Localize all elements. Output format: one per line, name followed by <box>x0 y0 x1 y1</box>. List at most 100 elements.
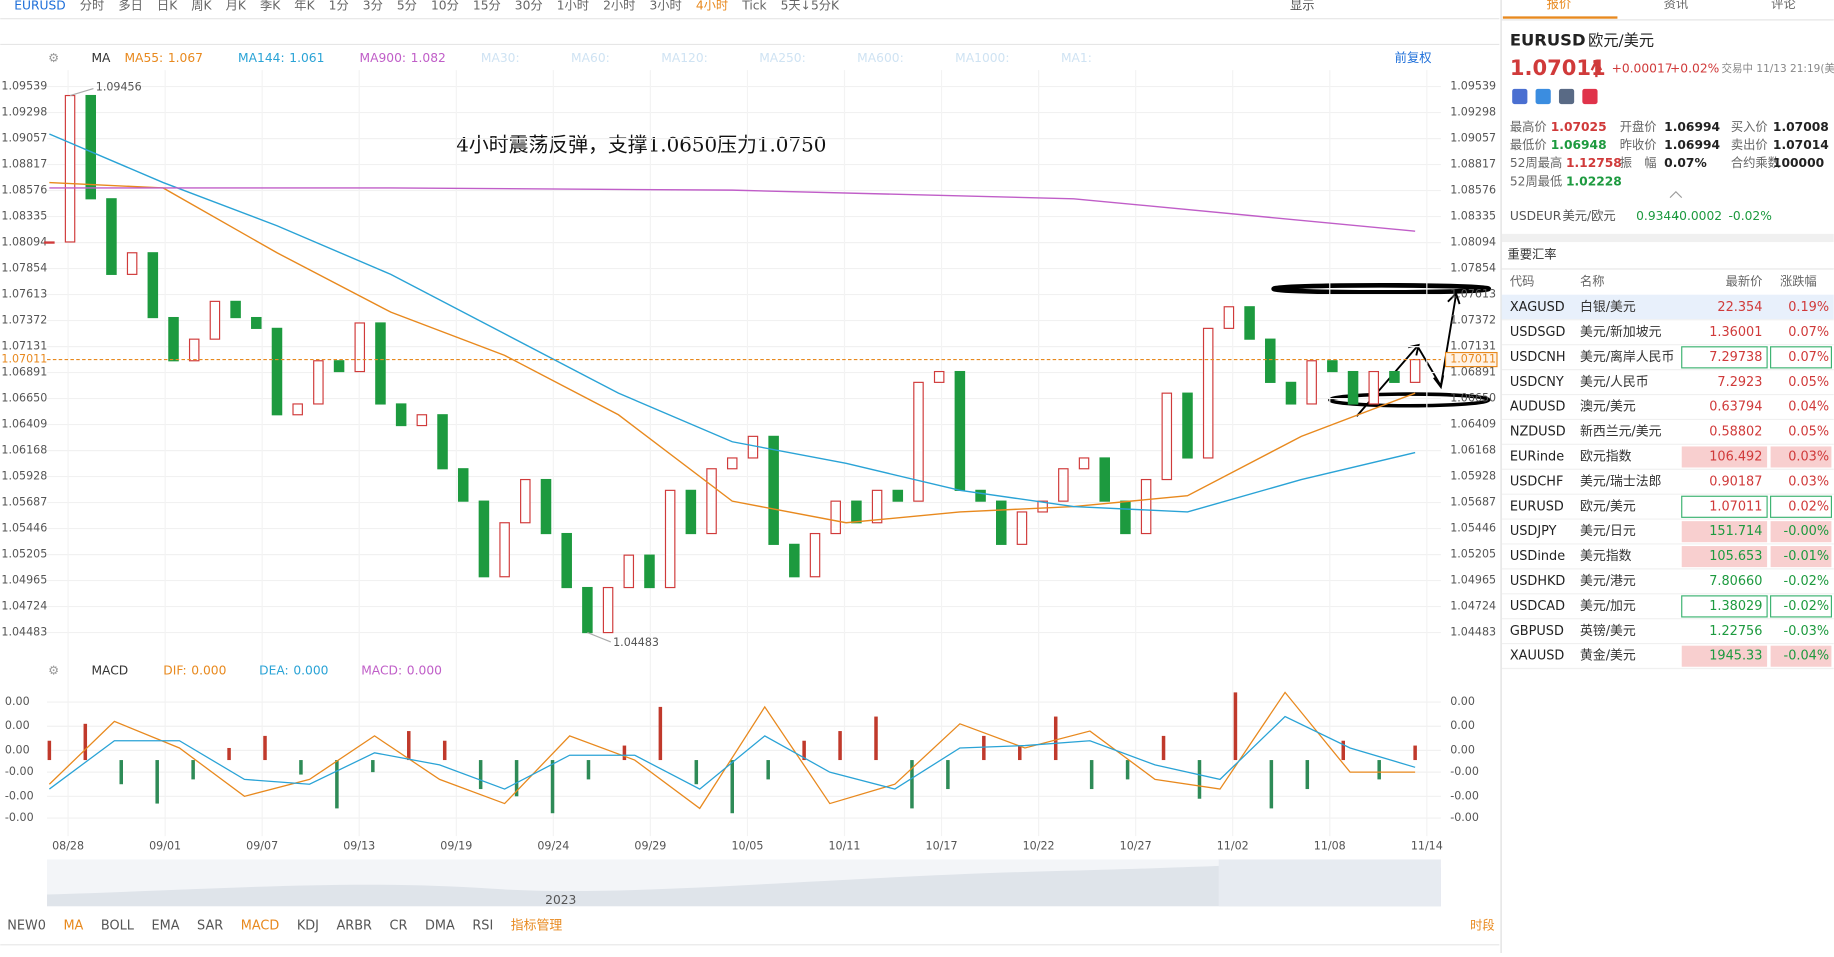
icon[interactable] <box>1558 88 1575 105</box>
row-change[interactable]: 0.03% <box>1788 449 1829 464</box>
period-tab[interactable]: 3分 <box>363 0 383 12</box>
row-change[interactable]: -0.00% <box>1784 524 1830 539</box>
row-code[interactable]: USDSGD <box>1510 325 1566 340</box>
period-tab[interactable]: 分时 <box>80 0 105 12</box>
indicator-name[interactable]: MACD <box>91 664 128 678</box>
row-price[interactable]: 106.492 <box>1709 449 1762 464</box>
row-change[interactable]: -0.03% <box>1784 624 1830 639</box>
row-price[interactable]: 1.36001 <box>1709 325 1762 340</box>
row-code[interactable]: XAGUSD <box>1510 300 1565 315</box>
row-code[interactable]: USDJPY <box>1510 524 1557 539</box>
indicator-tab[interactable]: RSI <box>472 919 493 934</box>
row-code[interactable]: USDCHF <box>1510 474 1564 489</box>
indicator-tab[interactable]: NEW0 <box>7 919 46 934</box>
row-price[interactable]: 105.653 <box>1709 549 1762 564</box>
row-price[interactable]: 0.63794 <box>1709 400 1762 415</box>
period-tab[interactable]: 5分 <box>397 0 417 12</box>
period-button[interactable]: 时段 <box>1470 918 1495 933</box>
row-price[interactable]: 1945.33 <box>1709 649 1762 664</box>
row-name[interactable]: 新西兰元/美元 <box>1580 424 1662 440</box>
row-change[interactable]: 0.04% <box>1788 400 1829 415</box>
row-code[interactable]: EURinde <box>1510 449 1564 464</box>
adjust-button[interactable]: 前复权 <box>1395 50 1432 65</box>
row-change[interactable]: 0.05% <box>1788 375 1829 390</box>
period-tab[interactable]: 30分 <box>515 0 543 12</box>
row-code[interactable]: USDCAD <box>1510 599 1565 614</box>
indicator-tab[interactable]: KDJ <box>297 919 319 934</box>
icon[interactable] <box>1535 88 1551 105</box>
row-name[interactable]: 美元/离岸人民币 <box>1580 349 1674 365</box>
row-name[interactable]: 欧元/美元 <box>1580 499 1636 514</box>
period-tab[interactable]: 多日 <box>118 0 143 12</box>
period-tab[interactable]: 3小时 <box>649 0 681 12</box>
row-code[interactable]: USDCNH <box>1510 350 1566 365</box>
period-tab[interactable]: 周K <box>191 0 212 12</box>
icon[interactable] <box>1512 88 1528 105</box>
panel-tab[interactable]: 资讯 <box>1664 0 1689 11</box>
row-code[interactable]: GBPUSD <box>1510 624 1564 639</box>
indicator-tab[interactable]: BOLL <box>101 919 135 934</box>
row-price[interactable]: 1.07011 <box>1709 499 1762 514</box>
period-tab[interactable]: 日K <box>157 0 178 12</box>
row-change[interactable]: -0.02% <box>1784 599 1830 614</box>
row-code[interactable]: NZDUSD <box>1510 425 1566 440</box>
row-name[interactable]: 美元/加元 <box>1580 599 1636 614</box>
period-tab[interactable]: 季K <box>260 0 281 12</box>
display-button[interactable]: 显示 <box>1290 0 1315 12</box>
navigator-window[interactable] <box>1218 859 1441 907</box>
indicator-tab[interactable]: 指标管理 <box>511 919 563 934</box>
row-price[interactable]: 0.58802 <box>1709 425 1762 440</box>
row-change[interactable]: 0.19% <box>1788 300 1829 315</box>
row-code[interactable]: USDinde <box>1510 549 1565 564</box>
row-name[interactable]: 美元/瑞士法郎 <box>1580 474 1662 489</box>
indicator-tab[interactable]: CR <box>390 919 408 934</box>
row-price[interactable]: 151.714 <box>1709 524 1762 539</box>
row-code[interactable]: XAUUSD <box>1510 649 1565 664</box>
row-name[interactable]: 英镑/美元 <box>1580 623 1636 639</box>
row-name[interactable]: 美元指数 <box>1580 549 1632 564</box>
period-tab[interactable]: EURUSD <box>14 0 65 12</box>
period-tab[interactable]: 1分 <box>329 0 349 12</box>
indicator-tab[interactable]: ARBR <box>337 919 373 934</box>
row-change[interactable]: -0.02% <box>1784 574 1830 589</box>
row-price[interactable]: 1.38029 <box>1709 599 1762 614</box>
row-change[interactable]: 0.07% <box>1788 350 1829 365</box>
row-name[interactable]: 黄金/美元 <box>1580 648 1636 664</box>
indicator-name[interactable]: MA <box>91 51 111 65</box>
indicator-tab[interactable]: MA <box>63 919 83 934</box>
row-name[interactable]: 美元/日元 <box>1580 524 1636 539</box>
row-name[interactable]: 美元/人民币 <box>1580 375 1649 390</box>
row-price[interactable]: 7.29738 <box>1709 350 1762 365</box>
icon[interactable] <box>1582 88 1598 105</box>
period-tab[interactable]: 1小时 <box>557 0 589 12</box>
row-change[interactable]: -0.04% <box>1784 649 1830 664</box>
period-tab[interactable]: 2小时 <box>603 0 635 12</box>
period-tab[interactable]: 15分 <box>473 0 501 12</box>
row-name[interactable]: 白银/美元 <box>1580 299 1636 315</box>
row-name[interactable]: 美元/港元 <box>1580 574 1636 589</box>
period-tab[interactable]: 5天↓5分K <box>781 0 840 12</box>
indicator-tab[interactable]: MACD <box>241 919 280 934</box>
row-change[interactable]: 0.07% <box>1788 325 1829 340</box>
row-change[interactable]: 0.03% <box>1788 474 1829 489</box>
row-change[interactable]: 0.05% <box>1788 425 1829 440</box>
period-tab[interactable]: 年K <box>294 0 315 12</box>
period-tab[interactable]: 4小时 <box>696 0 728 12</box>
indicator-tab[interactable]: SAR <box>197 919 223 934</box>
row-price[interactable]: 7.2923 <box>1717 375 1762 390</box>
row-price[interactable]: 7.80660 <box>1709 574 1762 589</box>
panel-tab[interactable]: 评论 <box>1771 0 1796 11</box>
row-price[interactable]: 1.22756 <box>1709 624 1762 639</box>
row-code[interactable]: EURUSD <box>1510 499 1564 514</box>
panel-tab[interactable]: 报价 <box>1547 0 1572 11</box>
row-price[interactable]: 0.90187 <box>1709 474 1762 489</box>
collapse-icon[interactable] <box>1669 190 1683 199</box>
period-tab[interactable]: 月K <box>226 0 247 12</box>
row-change[interactable]: 0.02% <box>1788 499 1829 514</box>
period-tab[interactable]: Tick <box>741 0 767 12</box>
row-code[interactable]: USDHKD <box>1510 574 1566 589</box>
row-name[interactable]: 欧元指数 <box>1580 449 1632 464</box>
row-code[interactable]: USDCNY <box>1510 375 1564 390</box>
row-change[interactable]: -0.01% <box>1784 549 1830 564</box>
period-tab[interactable]: 10分 <box>431 0 459 12</box>
